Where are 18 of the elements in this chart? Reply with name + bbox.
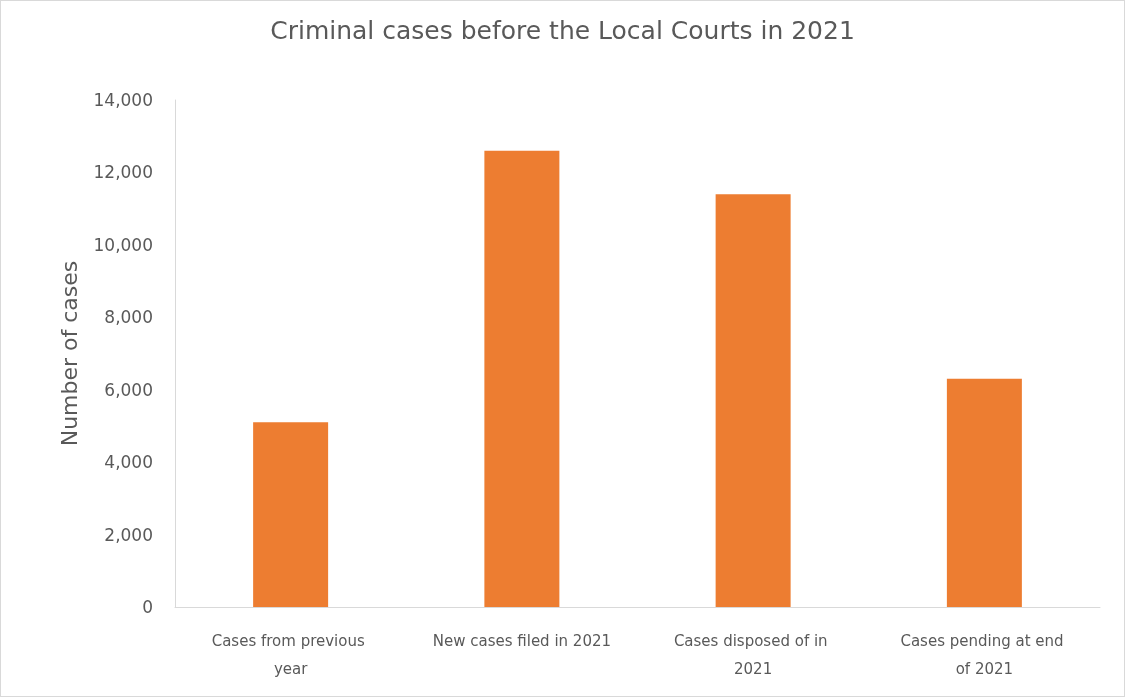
x-tick-label: Cases from previous year xyxy=(211,632,370,678)
bar xyxy=(484,150,560,607)
bar xyxy=(253,422,329,607)
x-tick-label: Cases pending at end of 2021 xyxy=(900,632,1069,678)
y-tick-label: 6,000 xyxy=(104,379,153,400)
bar xyxy=(946,378,1022,607)
x-tick-label: Cases disposed of in 2021 xyxy=(673,632,833,678)
y-axis-title: Number of cases xyxy=(56,260,82,447)
y-tick-label: 0 xyxy=(142,597,153,617)
y-tick-label: 4,000 xyxy=(104,452,153,473)
y-tick-label: 12,000 xyxy=(93,162,153,183)
y-tick-label: 10,000 xyxy=(93,234,153,255)
chart-title: Criminal cases before the Local Courts in 2021 xyxy=(270,16,855,45)
x-tick-label: New cases filed in 2021 xyxy=(432,632,612,650)
bar xyxy=(715,194,791,607)
y-tick-label: 8,000 xyxy=(104,307,153,328)
y-tick-label: 14,000 xyxy=(93,90,153,110)
y-tick-label: 2,000 xyxy=(104,524,153,545)
